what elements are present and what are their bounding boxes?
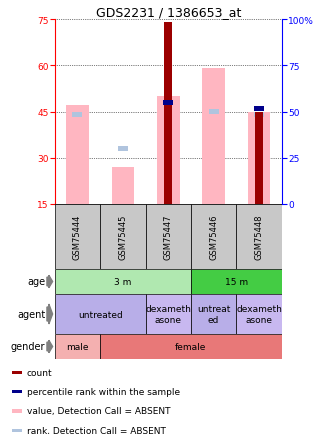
Bar [254, 107, 264, 112]
Text: percentile rank within the sample: percentile rank within the sample [27, 388, 180, 396]
Title: GDS2231 / 1386653_at: GDS2231 / 1386653_at [95, 6, 241, 19]
Text: male: male [66, 342, 89, 351]
Bar [13, 409, 22, 413]
Bar [100, 204, 146, 270]
Text: GSM75444: GSM75444 [73, 214, 82, 260]
Text: GSM75448: GSM75448 [254, 214, 264, 260]
Bar [202, 69, 225, 204]
Bar [255, 112, 263, 204]
Bar [111, 168, 134, 204]
Bar [236, 294, 282, 334]
Bar [73, 112, 82, 118]
Bar [13, 371, 22, 374]
Text: count: count [27, 368, 52, 377]
Bar [157, 97, 180, 204]
Text: untreated: untreated [78, 310, 122, 319]
Bar [254, 112, 264, 118]
Text: value, Detection Call = ABSENT: value, Detection Call = ABSENT [27, 407, 170, 415]
Text: dexameth
asone: dexameth asone [236, 305, 282, 324]
Bar [13, 390, 22, 394]
Text: gender: gender [11, 342, 45, 352]
Text: female: female [175, 342, 207, 351]
Bar [55, 294, 146, 334]
Bar [191, 294, 236, 334]
Bar [248, 112, 270, 204]
Bar [55, 270, 191, 294]
Bar [118, 146, 128, 152]
Text: GSM75446: GSM75446 [209, 214, 218, 260]
Bar [66, 106, 89, 204]
Text: untreat
ed: untreat ed [197, 305, 230, 324]
Bar [163, 101, 173, 105]
Text: GSM75445: GSM75445 [118, 214, 127, 260]
Text: rank, Detection Call = ABSENT: rank, Detection Call = ABSENT [27, 426, 166, 434]
Bar [236, 204, 282, 270]
Bar [55, 334, 100, 359]
Text: age: age [27, 277, 45, 287]
Bar [209, 109, 218, 115]
Bar [146, 294, 191, 334]
Text: GSM75447: GSM75447 [164, 214, 173, 260]
Text: 3 m: 3 m [114, 277, 131, 286]
Text: dexameth
asone: dexameth asone [145, 305, 191, 324]
Bar [164, 23, 172, 204]
Bar [100, 334, 282, 359]
Bar [191, 270, 282, 294]
Bar [191, 204, 236, 270]
Bar [13, 429, 22, 432]
Text: agent: agent [17, 309, 45, 319]
Bar [146, 204, 191, 270]
Bar [55, 204, 100, 270]
Text: 15 m: 15 m [225, 277, 248, 286]
